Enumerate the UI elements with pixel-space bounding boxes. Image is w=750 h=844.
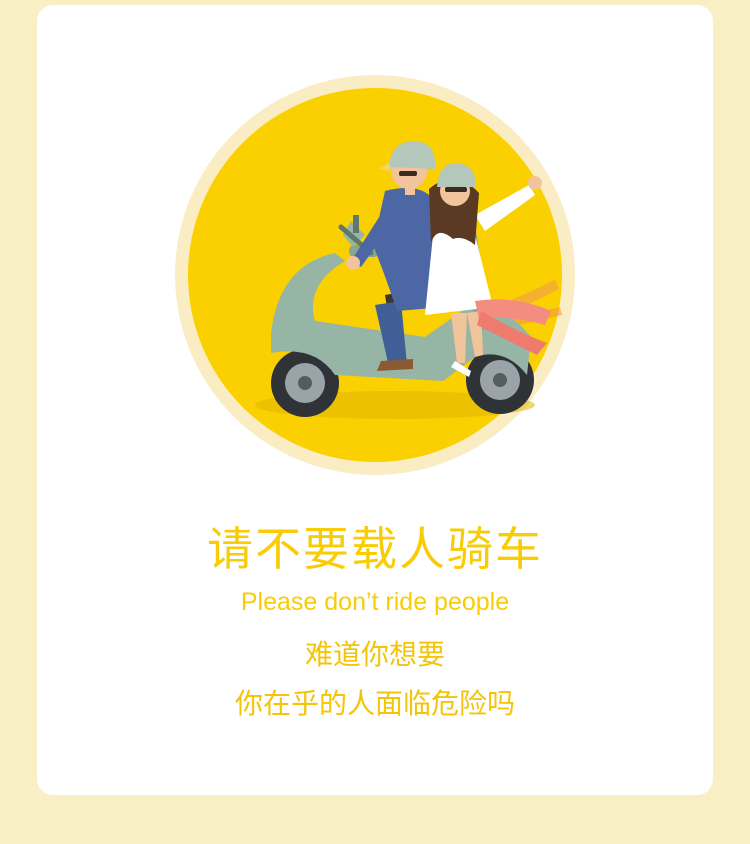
- message-line-1: 难道你想要: [304, 638, 445, 671]
- content-card: 请不要载人骑车 Please don’t ride people 难道你想要 你…: [37, 5, 713, 795]
- english-subtitle: Please don’t ride people: [240, 588, 510, 616]
- headline: 请不要载人骑车: [207, 522, 543, 576]
- message-line-2: 你在乎的人面临危险吗: [234, 687, 515, 720]
- scooter-couple-illustration: [175, 75, 575, 475]
